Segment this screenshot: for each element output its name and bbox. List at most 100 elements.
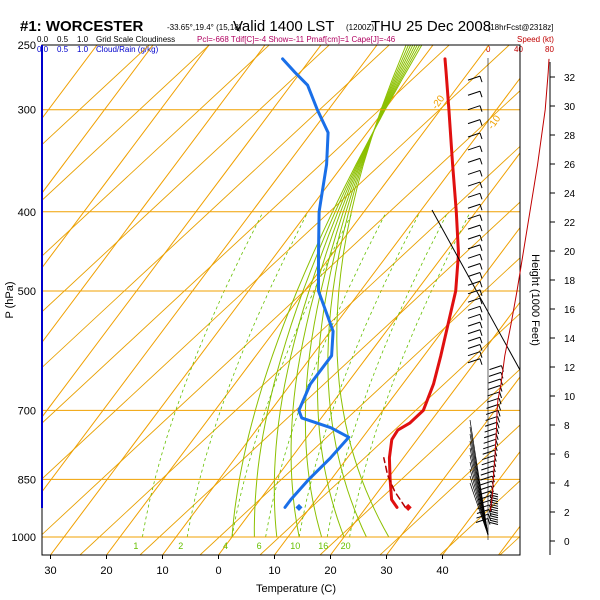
height-tick-label: 28 xyxy=(564,131,576,142)
mixing-ratio-line xyxy=(142,211,264,538)
wind-barb xyxy=(488,378,501,384)
wind-barb xyxy=(484,421,498,427)
wind-barb xyxy=(467,329,481,335)
wind-barb xyxy=(467,280,481,286)
wind-barb xyxy=(467,181,481,187)
wind-barb-flag xyxy=(479,289,483,296)
wind-barb xyxy=(467,169,481,175)
wind-speed-line xyxy=(489,58,550,512)
isotherm-label: -20 xyxy=(430,93,448,112)
dry-adiabat-line xyxy=(79,145,520,555)
wind-barb-flag xyxy=(496,427,500,435)
wind-barb-flag xyxy=(479,170,483,177)
height-tick-label: 18 xyxy=(564,276,576,287)
wind-barb xyxy=(467,203,481,209)
rain-legend-label: Cloud/Rain (g/kg) xyxy=(96,45,159,54)
wind-barb xyxy=(467,192,481,198)
isotherm-line xyxy=(42,45,154,194)
wind-barb xyxy=(467,145,481,151)
dry-adiabat-line xyxy=(42,45,510,480)
height-tick-label: 0 xyxy=(564,537,570,548)
wind-barb xyxy=(475,518,489,523)
station-coords: -33.65°,19.4° (15,18) xyxy=(167,23,242,32)
wind-barb-flag xyxy=(479,358,483,365)
utc-time: (1200Z) xyxy=(346,23,374,32)
height-tick-label: 24 xyxy=(564,189,576,200)
cloud-level-1: 1.0 xyxy=(77,35,89,44)
height-tick-label: 32 xyxy=(564,73,576,84)
valid-date: THU 25 Dec 2008 xyxy=(371,18,491,35)
wind-barb xyxy=(467,157,481,163)
wind-barb-low xyxy=(489,494,499,498)
mixing-ratio-line xyxy=(326,211,449,538)
isotherm-line xyxy=(330,301,520,555)
wind-barb xyxy=(467,289,481,295)
mixing-ratio-label: 10 xyxy=(290,541,300,551)
wind-barb xyxy=(486,403,499,409)
speed-label: Speed (kt) xyxy=(517,35,554,44)
wind-barb xyxy=(488,371,502,377)
height-tick-label: 10 xyxy=(564,392,576,403)
dry-adiabat-line xyxy=(42,45,330,313)
wind-barb-flag xyxy=(479,75,483,83)
wind-barb-flag xyxy=(488,513,491,521)
dry-adiabat-line xyxy=(42,45,150,146)
wind-barb-flag xyxy=(497,410,501,417)
wind-barb xyxy=(467,224,481,230)
wind-panel-boundary xyxy=(431,209,521,555)
isotherm-line xyxy=(106,45,490,555)
wind-barb-flag xyxy=(496,422,500,429)
moist-adiabat-line xyxy=(316,45,412,538)
dry-adiabat-line xyxy=(199,257,520,555)
wind-barb-low xyxy=(489,508,499,512)
speed-tick-40: 40 xyxy=(514,45,523,54)
isotherm-line xyxy=(42,45,322,418)
temperature-tick-label: 10 xyxy=(268,565,280,577)
wind-barb-flag xyxy=(479,244,483,252)
moist-adiabat-line xyxy=(327,45,409,538)
wind-barb-flag xyxy=(499,391,502,399)
temperature-tick-label: 40 xyxy=(436,565,448,577)
wind-barb xyxy=(483,438,496,444)
wind-barb-flag xyxy=(479,181,483,189)
temperature-tick-label: 30 xyxy=(380,565,392,577)
rain-level-05: 0.5 xyxy=(57,45,69,54)
wind-barb-flag xyxy=(479,193,483,200)
wind-barb-flag xyxy=(487,518,491,525)
wind-barb-flag xyxy=(479,145,483,153)
wind-barb-flag xyxy=(479,321,483,329)
wind-barbs xyxy=(467,75,504,536)
pressure-tick-label: 1000 xyxy=(12,532,36,544)
wind-barb-flag xyxy=(479,105,483,112)
mixing-ratio-label: 4 xyxy=(223,541,228,551)
temperature-tick-label: 10 xyxy=(156,565,168,577)
height-tick-label: 26 xyxy=(564,160,576,171)
height-tick-label: 16 xyxy=(564,305,576,316)
wind-barb-flag xyxy=(479,281,483,288)
sounding-profiles xyxy=(281,57,460,511)
dry-adiabat-line xyxy=(42,45,210,201)
wind-barb xyxy=(479,485,492,491)
wind-barb xyxy=(467,244,481,250)
moist-adiabat-line xyxy=(273,45,418,538)
wind-barb-flag xyxy=(498,404,502,411)
speed-tick-80: 80 xyxy=(545,45,554,54)
dry-adiabat-line xyxy=(42,45,390,369)
forecast-tag: [18hrFcst@2318z] xyxy=(488,23,553,32)
wind-barb-flag xyxy=(479,314,483,321)
wind-barb-low xyxy=(489,510,499,514)
height-tick-label: 2 xyxy=(564,508,570,519)
wind-barb xyxy=(481,465,494,471)
wind-fan-line xyxy=(469,475,489,536)
wind-barb-low xyxy=(489,517,499,521)
isotherm-line xyxy=(274,226,520,555)
wind-barb xyxy=(467,321,481,327)
wind-barb xyxy=(467,305,481,311)
mixing-ratio-label: 6 xyxy=(257,541,262,551)
dry-adiabat-line xyxy=(42,45,270,257)
wind-barb-flag xyxy=(479,272,483,279)
wind-barb xyxy=(479,480,492,486)
cloud-level-0: 0.0 xyxy=(37,35,49,44)
height-tick-label: 22 xyxy=(564,218,576,229)
